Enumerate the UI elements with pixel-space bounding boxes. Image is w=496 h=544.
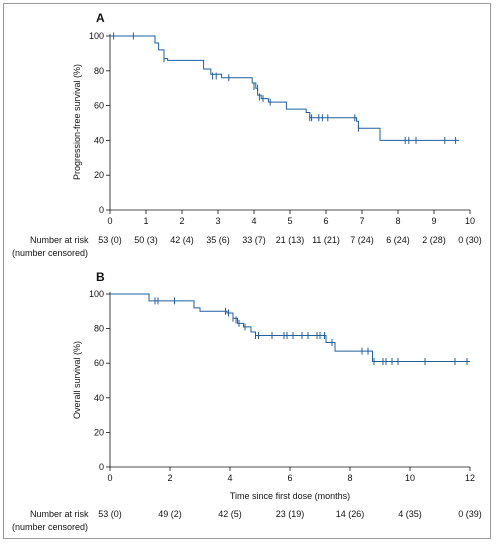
panel-b-x-tick-label: 2 — [167, 473, 172, 483]
panel-b-survival-curve — [110, 293, 470, 362]
panel-b-at-risk-label: Number at risk — [30, 509, 89, 519]
panel-a-x-tick-label: 3 — [215, 216, 220, 226]
panel-b-at-risk-value: 4 (35) — [398, 509, 422, 519]
panel-a-at-risk-value: 0 (30) — [458, 235, 482, 245]
panel-b-at-risk-table: Number at risk (number censored) 53 (0) 4… — [12, 509, 482, 532]
panel-a-at-risk-value: 11 (21) — [312, 235, 340, 245]
panel-b-xlabel: Time since first dose (months) — [230, 491, 350, 501]
panel-b-y-tick-label: 80 — [94, 324, 104, 334]
figure-frame — [3, 3, 491, 539]
panel-b-at-risk-value: 14 (26) — [336, 509, 365, 519]
panel-b: B Overall survival (%) 0 20 40 60 80 100 0 2 4 6 8… — [12, 270, 482, 532]
panel-a-y-tick-label: 0 — [99, 205, 104, 215]
panel-b-letter: B — [96, 270, 105, 284]
panel-b-censored-label: (number censored) — [12, 522, 88, 532]
panel-a-plot — [110, 32, 460, 144]
panel-b-x-tick-label: 0 — [107, 473, 112, 483]
panel-a-y-tick-label: 100 — [89, 31, 104, 41]
panel-a-at-risk-table: Number at risk (number censored) 53 (0) 5… — [12, 235, 482, 258]
panel-a-at-risk-value: 2 (28) — [422, 235, 446, 245]
panel-a-x-tick-label: 2 — [179, 216, 184, 226]
panel-a-x-tick-label: 9 — [431, 216, 436, 226]
panel-b-axes: 0 20 40 60 80 100 0 2 4 6 8 10 12 — [89, 289, 475, 483]
panel-a-y-tick-label: 80 — [94, 66, 104, 76]
panel-b-x-tick-label: 10 — [405, 473, 415, 483]
panel-a-censored-label: (number censored) — [12, 248, 88, 258]
panel-b-at-risk-value: 49 (2) — [158, 509, 182, 519]
panel-a-at-risk-value: 53 (0) — [98, 235, 122, 245]
panel-a-at-risk-value: 35 (6) — [206, 235, 230, 245]
panel-a: A Progression-free survival (%) 02040608… — [12, 11, 482, 258]
panel-a-at-risk-value: 7 (24) — [350, 235, 374, 245]
panel-b-at-risk-value: 42 (5) — [218, 509, 242, 519]
panel-a-x-tick-label: 5 — [287, 216, 292, 226]
panel-b-y-tick-label: 100 — [89, 289, 104, 299]
panel-a-at-risk-value: 21 (13) — [276, 235, 305, 245]
panel-b-x-tick-label: 6 — [287, 473, 292, 483]
panel-b-plot — [110, 293, 470, 365]
panel-a-y-tick-label: 60 — [94, 101, 104, 111]
panel-a-at-risk-value: 6 (24) — [386, 235, 410, 245]
panel-a-at-risk-value: 42 (4) — [170, 235, 194, 245]
panel-a-x-tick-label: 4 — [251, 216, 256, 226]
panel-b-at-risk-value: 53 (0) — [98, 509, 122, 519]
panel-a-x-tick-label: 1 — [143, 216, 148, 226]
panel-a-x-tick-label: 0 — [107, 216, 112, 226]
panel-a-x-tick-label: 6 — [323, 216, 328, 226]
panel-b-x-tick-label: 8 — [347, 473, 352, 483]
panel-a-axes: 0 20 40 60 80 100 0 1 2 3 4 5 6 7 8 9 10 — [89, 31, 475, 226]
panel-a-at-risk-value: 50 (3) — [134, 235, 158, 245]
panel-b-x-tick-label: 4 — [227, 473, 232, 483]
panel-b-at-risk-value: 23 (19) — [276, 509, 305, 519]
panel-a-letter: A — [96, 11, 105, 25]
panel-a-y-tick-label: 40 — [94, 135, 104, 145]
panel-b-y-tick-label: 60 — [94, 358, 104, 368]
panel-a-x-tick-label: 8 — [395, 216, 400, 226]
panel-b-y-tick-label: 40 — [94, 393, 104, 403]
panel-a-x-tick-label: 7 — [359, 216, 364, 226]
panel-a-y-tick-label: 20 — [94, 170, 104, 180]
panel-a-x-tick-label: 10 — [465, 216, 475, 226]
panel-a-at-risk-label: Number at risk — [30, 235, 89, 245]
panel-a-ylabel: Progression-free survival (%) — [72, 64, 82, 180]
panel-b-x-tick-label: 12 — [465, 473, 475, 483]
panel-b-at-risk-value: 0 (39) — [458, 509, 482, 519]
panel-b-ylabel: Overall survival (%) — [72, 341, 82, 419]
panel-a-survival-curve — [110, 35, 460, 141]
panel-a-at-risk-value: 33 (7) — [242, 235, 266, 245]
panel-b-y-tick-label: 0 — [99, 462, 104, 472]
panel-b-y-tick-label: 20 — [94, 427, 104, 437]
